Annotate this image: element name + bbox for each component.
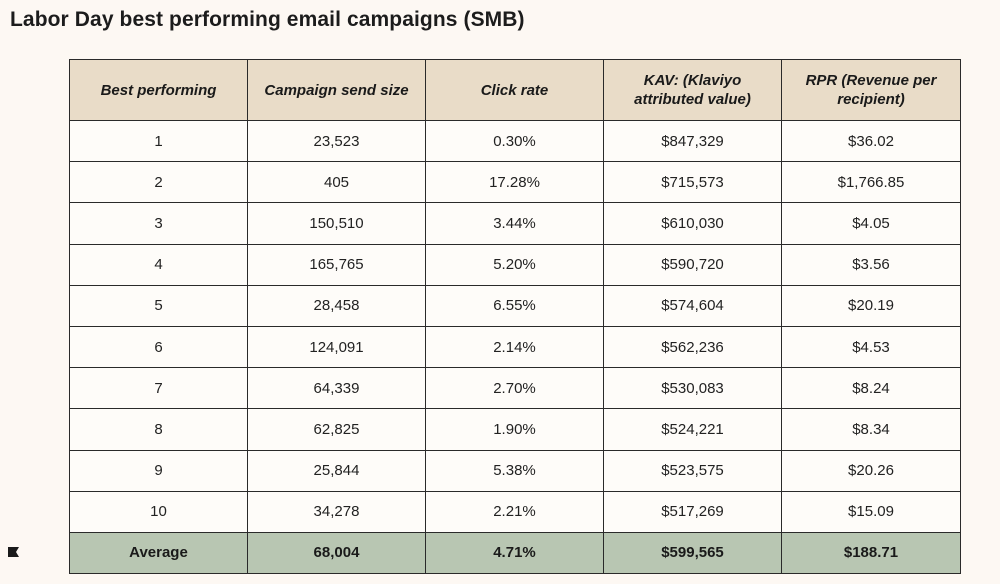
table-row: 5 28,458 6.55% $574,604 $20.19	[69, 284, 961, 327]
header-kav: KAV: (Klaviyo attributed value)	[603, 59, 782, 121]
cell-send-size: 23,523	[247, 119, 426, 163]
cell-rank: 1	[69, 119, 248, 163]
cell-click-rate: 3.44%	[425, 202, 604, 245]
average-rpr: $188.71	[781, 531, 961, 574]
average-label: Average	[69, 531, 248, 574]
cell-kav: $574,604	[603, 284, 782, 327]
header-click-rate: Click rate	[425, 59, 604, 121]
cell-click-rate: 0.30%	[425, 119, 604, 163]
cell-send-size: 124,091	[247, 325, 426, 369]
cell-rpr: $3.56	[781, 243, 961, 286]
table-row: 4 165,765 5.20% $590,720 $3.56	[69, 243, 961, 286]
header-rpr: RPR (Revenue per recipient)	[781, 59, 961, 121]
cell-send-size: 34,278	[247, 490, 426, 533]
cell-send-size: 150,510	[247, 202, 426, 245]
table-row: 6 124,091 2.14% $562,236 $4.53	[69, 325, 961, 369]
cell-click-rate: 17.28%	[425, 161, 604, 204]
cell-click-rate: 2.70%	[425, 367, 604, 410]
cell-rpr: $20.26	[781, 449, 961, 492]
cell-rank: 8	[69, 408, 248, 451]
cell-rpr: $4.05	[781, 202, 961, 245]
cell-rpr: $15.09	[781, 490, 961, 533]
cell-send-size: 64,339	[247, 367, 426, 410]
cell-rpr: $36.02	[781, 119, 961, 163]
cell-send-size: 28,458	[247, 284, 426, 327]
cell-kav: $590,720	[603, 243, 782, 286]
cell-send-size: 165,765	[247, 243, 426, 286]
cell-click-rate: 5.38%	[425, 449, 604, 492]
cell-send-size: 405	[247, 161, 426, 204]
table-row: 2 405 17.28% $715,573 $1,766.85	[69, 161, 961, 204]
cell-rpr: $8.34	[781, 408, 961, 451]
cell-kav: $610,030	[603, 202, 782, 245]
cell-click-rate: 2.21%	[425, 490, 604, 533]
table-row: 9 25,844 5.38% $523,575 $20.26	[69, 449, 961, 492]
cell-kav: $530,083	[603, 367, 782, 410]
cell-kav: $523,575	[603, 449, 782, 492]
cell-rank: 5	[69, 284, 248, 327]
table-row: 3 150,510 3.44% $610,030 $4.05	[69, 202, 961, 245]
cell-rank: 6	[69, 325, 248, 369]
page-title: Labor Day best performing email campaign…	[10, 8, 525, 31]
table-row: 10 34,278 2.21% $517,269 $15.09	[69, 490, 961, 533]
cell-rank: 9	[69, 449, 248, 492]
cell-rank: 3	[69, 202, 248, 245]
cell-click-rate: 2.14%	[425, 325, 604, 369]
cell-send-size: 25,844	[247, 449, 426, 492]
cell-kav: $715,573	[603, 161, 782, 204]
cell-rank: 2	[69, 161, 248, 204]
average-click-rate: 4.71%	[425, 531, 604, 574]
cell-rank: 4	[69, 243, 248, 286]
table-row: 8 62,825 1.90% $524,221 $8.34	[69, 408, 961, 451]
cell-kav: $562,236	[603, 325, 782, 369]
table-row: 7 64,339 2.70% $530,083 $8.24	[69, 367, 961, 410]
table-row: 1 23,523 0.30% $847,329 $36.02	[69, 119, 961, 163]
cell-rpr: $8.24	[781, 367, 961, 410]
cell-rank: 10	[69, 490, 248, 533]
flag-icon	[8, 547, 19, 557]
cell-click-rate: 5.20%	[425, 243, 604, 286]
cell-kav: $847,329	[603, 119, 782, 163]
header-best-performing: Best performing	[69, 59, 248, 121]
cell-kav: $524,221	[603, 408, 782, 451]
header-campaign-send-size: Campaign send size	[247, 59, 426, 121]
cell-rpr: $4.53	[781, 325, 961, 369]
cell-send-size: 62,825	[247, 408, 426, 451]
table-header-row: Best performing Campaign send size Click…	[69, 59, 961, 121]
cell-rpr: $20.19	[781, 284, 961, 327]
average-row: Average 68,004 4.71% $599,565 $188.71	[69, 531, 961, 574]
cell-click-rate: 1.90%	[425, 408, 604, 451]
average-kav: $599,565	[603, 531, 782, 574]
cell-rank: 7	[69, 367, 248, 410]
average-send-size: 68,004	[247, 531, 426, 574]
cell-kav: $517,269	[603, 490, 782, 533]
cell-click-rate: 6.55%	[425, 284, 604, 327]
campaigns-table: Best performing Campaign send size Click…	[69, 59, 961, 574]
cell-rpr: $1,766.85	[781, 161, 961, 204]
